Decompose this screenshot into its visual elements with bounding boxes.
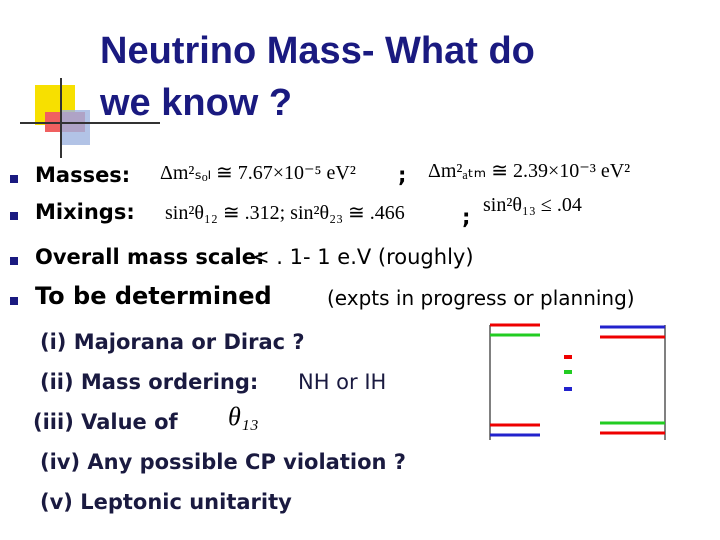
sub-item: (v) Leptonic unitarity: [40, 490, 292, 514]
bullet-label: Overall mass scale:: [35, 245, 265, 269]
bullet-text: (expts in progress or planning): [327, 286, 635, 310]
bullet-marker: [10, 297, 18, 305]
bullet-marker: [10, 212, 18, 220]
formula: sin²θ₁₂ ≅ .312; sin²θ₂₃ ≅ .466: [165, 202, 405, 224]
formula: sin²θ₁₃ ≤ .04: [483, 194, 582, 216]
deco-vline: [60, 78, 62, 158]
legend-swatch: [564, 387, 572, 391]
bullet-label: To be determined: [35, 282, 272, 310]
bullet-marker: [10, 175, 18, 183]
bullet-text: < . 1- 1 e.V (roughly): [252, 245, 474, 269]
title-line: Neutrino Mass- What do: [100, 30, 535, 72]
separator: ;: [462, 205, 471, 229]
title-line: we know ?: [100, 82, 293, 124]
formula: Δm²ₐₜₘ ≅ 2.39×10⁻³ eV²: [428, 160, 631, 182]
deco-blue: [60, 110, 90, 145]
separator: ;: [398, 163, 407, 187]
sub-item: (i) Majorana or Dirac ?: [40, 330, 305, 354]
mass-ordering-diagram: [489, 323, 666, 440]
bullet-label: Masses:: [35, 163, 131, 187]
sub-item: (iv) Any possible CP violation ?: [40, 450, 406, 474]
bullet-marker: [10, 257, 18, 265]
sub-item-extra: θ₁₃: [228, 402, 259, 431]
formula: Δm²ₛₒₗ ≅ 7.67×10⁻⁵ eV²: [160, 162, 356, 184]
sub-item-extra: NH or IH: [298, 370, 387, 394]
legend-swatch: [564, 355, 572, 359]
legend-swatch: [564, 370, 572, 374]
sub-item: (iii) Value of: [33, 410, 178, 434]
sub-item: (ii) Mass ordering:: [40, 370, 259, 394]
deco-hline: [20, 122, 160, 124]
bullet-label: Mixings:: [35, 200, 135, 224]
